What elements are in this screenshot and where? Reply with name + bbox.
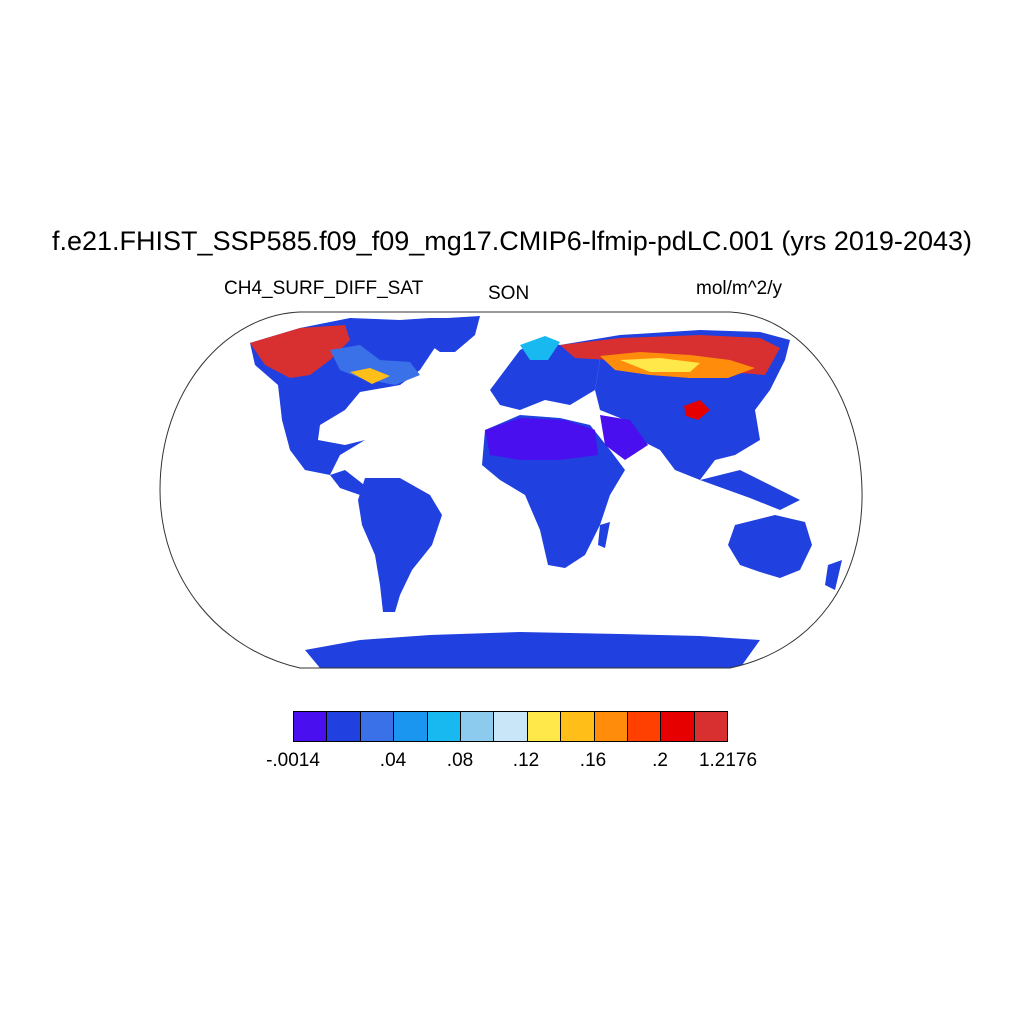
- antarctica: [305, 632, 760, 668]
- europe: [490, 340, 600, 410]
- units-label: mol/m^2/y: [696, 278, 782, 299]
- colorbar-tick-label: .2: [652, 750, 668, 771]
- season-label: SON: [488, 283, 530, 304]
- colorbar-box-11: [661, 712, 695, 741]
- canada-moderate: [330, 345, 420, 385]
- variable-label: CH4_SURF_DIFF_SAT: [224, 278, 424, 299]
- colorbar-tick-label: -.0014: [266, 750, 320, 771]
- colorbar-box-8: [561, 712, 595, 741]
- siberia-yellow: [620, 358, 700, 372]
- middle-east-low: [600, 415, 648, 460]
- colorbar-box-5: [460, 712, 495, 741]
- colorbar-box-7: [527, 712, 562, 741]
- scandinavia-moderate: [520, 336, 560, 360]
- colorbar-tick-label: .04: [379, 750, 407, 771]
- tibet-hotspot: [684, 400, 710, 420]
- colorbar-box-4: [427, 712, 461, 741]
- colorbar-box-0: [294, 712, 328, 741]
- colorbar-tick-label: .12: [512, 750, 540, 771]
- new-zealand: [825, 560, 842, 590]
- colorbar-tick-label: .08: [446, 750, 474, 771]
- plot-title: f.e21.FHIST_SSP585.f09_f09_mg17.CMIP6-lf…: [52, 226, 972, 256]
- colorbar-box-1: [327, 712, 361, 741]
- alaska-hotspot: [250, 325, 350, 378]
- map-border: [159, 311, 863, 669]
- colorbar-tick-label: .16: [579, 750, 607, 771]
- australia: [728, 515, 812, 578]
- madagascar: [598, 522, 610, 548]
- greenland: [415, 316, 480, 352]
- colorbar-box-3: [394, 712, 428, 741]
- colorbar-box-2: [360, 712, 395, 741]
- southeast-asia: [700, 470, 800, 510]
- south-america: [358, 478, 442, 612]
- colorbar: [293, 711, 728, 742]
- sahara-low: [485, 418, 598, 460]
- central-america: [330, 470, 368, 495]
- colorbar-box-12: [694, 712, 728, 741]
- colorbar-tick-label: 1.2176: [698, 750, 758, 771]
- hudson-bay-warm: [350, 368, 390, 384]
- colorbar-box-9: [594, 712, 628, 741]
- colorbar-box-10: [627, 712, 662, 741]
- map-fill: [250, 316, 842, 668]
- colorbar-box-6: [494, 712, 528, 741]
